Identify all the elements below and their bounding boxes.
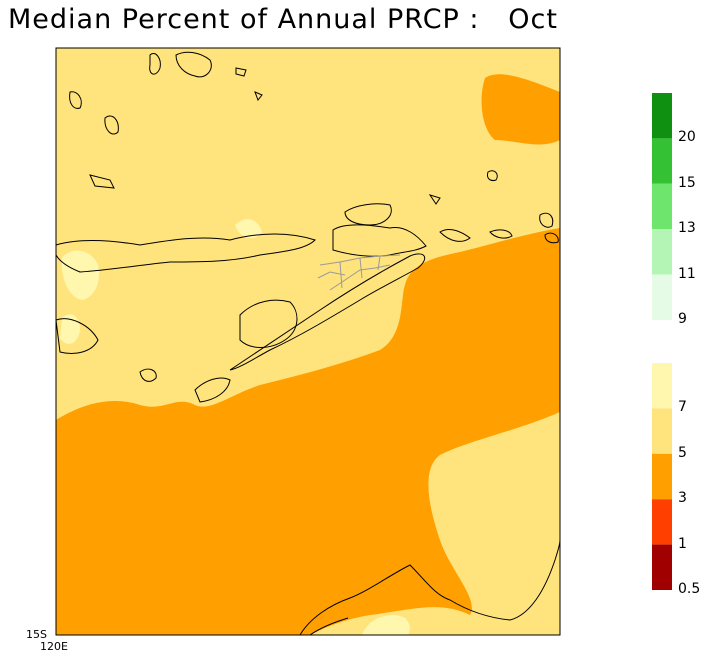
orange-region-ne (481, 74, 560, 145)
legend-upper-label-2: 13 (678, 220, 696, 237)
legend-upper-swatch-4 (652, 274, 672, 320)
legend-lower-label-1: 5 (678, 444, 687, 461)
admin-boundaries (317, 254, 401, 291)
legend-upper-swatch-3 (652, 229, 672, 275)
legend-lower-swatch-1 (652, 408, 672, 454)
orange-region-main (56, 228, 560, 635)
map-frame (55, 47, 561, 636)
legend-upper-swatch-1 (652, 138, 672, 184)
legend-lower-label-0: 7 (678, 399, 687, 416)
legend-lower-label-4: 0.5 (678, 581, 701, 597)
legend-upper-label-1: 15 (678, 174, 696, 191)
legend-lower-swatch-3 (652, 499, 672, 545)
legend-upper-swatch-2 (652, 183, 672, 230)
light-patch-west (61, 250, 100, 300)
legend-upper-swatch-0 (652, 93, 672, 139)
lon-tick-label: 120E (40, 640, 68, 653)
legend-lower-label-3: 1 (678, 535, 687, 552)
map-title: Median Percent of Annual PRCP : Oct (8, 4, 558, 35)
legend-upper-label-4: 9 (678, 311, 687, 327)
legend-upper (652, 93, 672, 320)
light-patch-west2 (60, 314, 80, 344)
legend-lower (652, 363, 672, 590)
coastlines (55, 51, 561, 636)
legend-lower-swatch-2 (652, 453, 672, 500)
legend-lower-label-2: 3 (678, 490, 687, 507)
legend-upper-label-0: 20 (678, 129, 696, 146)
yellow-region-se (428, 412, 560, 615)
light-patch-south (362, 614, 410, 635)
light-patch-north (235, 219, 262, 239)
legend-lower-swatch-4 (652, 544, 672, 590)
legend-lower-swatch-0 (652, 363, 672, 409)
lat-tick-label: 15S (26, 628, 47, 641)
legend-upper-label-3: 11 (678, 265, 696, 282)
